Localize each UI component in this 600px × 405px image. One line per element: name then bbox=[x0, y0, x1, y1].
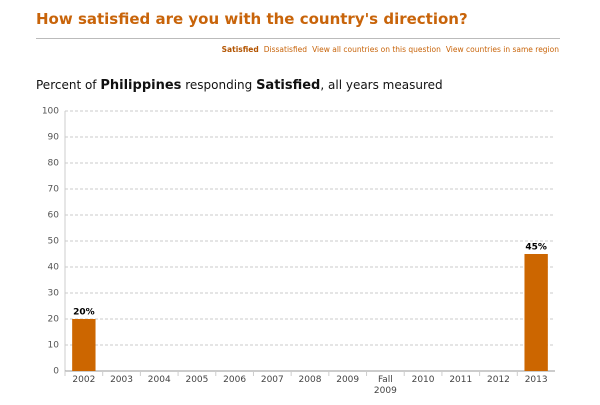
x-tick-label: 2004 bbox=[147, 375, 171, 385]
page-title: How satisfied are you with the country's… bbox=[36, 10, 468, 28]
y-tick-label: 30 bbox=[48, 289, 60, 299]
x-tick-label: 2002 bbox=[72, 375, 96, 385]
x-tick-label: 2013 bbox=[524, 375, 548, 385]
value-label: 20% bbox=[73, 308, 95, 318]
x-tick-label: 2011 bbox=[449, 375, 473, 385]
y-tick-label: 90 bbox=[48, 133, 60, 143]
subtitle-text: responding bbox=[181, 78, 257, 92]
y-tick-label: 80 bbox=[48, 159, 60, 169]
bar bbox=[524, 254, 548, 371]
link[interactable]: View all countries on this question bbox=[312, 45, 441, 54]
x-tick-label: 2009 bbox=[336, 375, 360, 385]
y-tick-label: 40 bbox=[48, 263, 60, 273]
y-tick-label: 0 bbox=[53, 367, 59, 377]
y-tick-label: 70 bbox=[48, 185, 60, 195]
x-tick-label: Fall 2009 bbox=[373, 375, 397, 396]
chart-subtitle: Percent of Philippines responding Satisf… bbox=[36, 78, 443, 93]
bar bbox=[72, 319, 96, 371]
subtitle-country: Philippines bbox=[100, 78, 182, 93]
link[interactable]: Dissatisfied bbox=[263, 45, 308, 54]
divider bbox=[36, 38, 560, 39]
x-tick-label: 2008 bbox=[298, 375, 322, 385]
subtitle-answer: Satisfied bbox=[256, 78, 321, 93]
y-tick-label: 20 bbox=[48, 315, 60, 325]
y-tick-label: 10 bbox=[48, 341, 60, 351]
subtitle-text: Percent of bbox=[36, 78, 101, 92]
link[interactable]: Satisfied bbox=[221, 45, 259, 54]
x-tick-label: 2010 bbox=[411, 375, 435, 385]
x-tick-label: 2012 bbox=[487, 375, 510, 385]
x-tick-label: 2007 bbox=[260, 375, 284, 385]
nav-links: Satisfied Dissatisfied View all countries … bbox=[217, 45, 559, 54]
x-tick-label: 2005 bbox=[185, 375, 209, 385]
value-label: 45% bbox=[525, 243, 547, 253]
x-tick-label: 2003 bbox=[110, 375, 133, 385]
y-tick-label: 100 bbox=[42, 107, 59, 117]
y-tick-label: 50 bbox=[48, 237, 60, 247]
y-tick-label: 60 bbox=[48, 211, 60, 221]
x-tick-label: 2006 bbox=[223, 375, 247, 385]
link[interactable]: View countries in same region bbox=[445, 45, 559, 54]
subtitle-text: , all years measured bbox=[320, 78, 443, 92]
